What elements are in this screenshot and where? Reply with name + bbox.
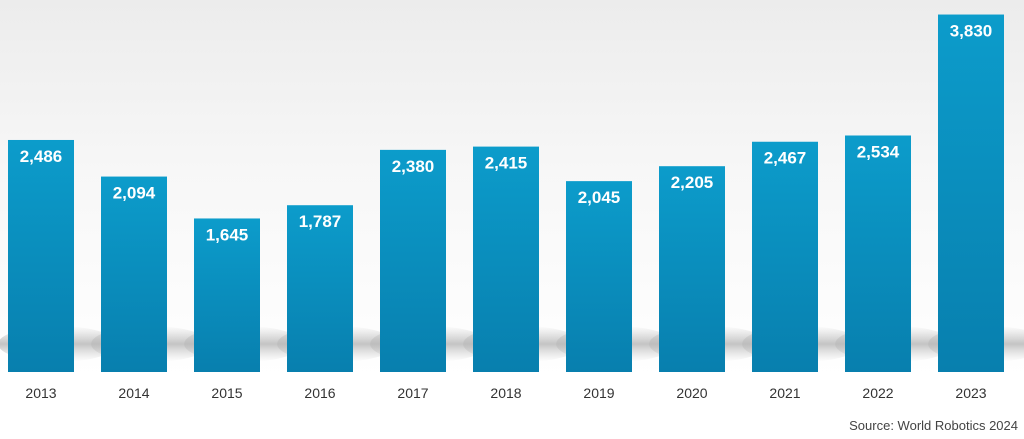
x-tick-label-2021: 2021 bbox=[769, 385, 800, 401]
x-tick-label-2016: 2016 bbox=[304, 385, 335, 401]
value-label-2017: 2,380 bbox=[392, 157, 435, 176]
value-label-2015: 1,645 bbox=[206, 225, 249, 244]
bar-2022 bbox=[845, 135, 911, 372]
source-note: Source: World Robotics 2024 bbox=[849, 418, 1018, 433]
value-labels-layer: 2,486 2,094 1,645 1,787 2,380 2,415 2,045 2,205… bbox=[20, 22, 993, 245]
x-tick-label-2014: 2014 bbox=[118, 385, 149, 401]
bar-2017 bbox=[380, 149, 446, 372]
value-label-2018: 2,415 bbox=[485, 154, 528, 173]
value-label-2014: 2,094 bbox=[113, 184, 156, 203]
value-label-2016: 1,787 bbox=[299, 212, 342, 231]
x-tick-label-2017: 2017 bbox=[397, 385, 428, 401]
bar-2015 bbox=[194, 218, 260, 372]
value-label-2020: 2,205 bbox=[671, 173, 714, 192]
x-tick-label-2013: 2013 bbox=[25, 385, 56, 401]
bar-2020 bbox=[659, 166, 725, 372]
bar-2021 bbox=[752, 141, 818, 372]
value-label-2021: 2,467 bbox=[764, 149, 807, 168]
bars-layer bbox=[8, 14, 1004, 373]
x-tick-label-2023: 2023 bbox=[955, 385, 986, 401]
bar-2016 bbox=[287, 205, 353, 372]
x-axis-ticks: 2013 2014 2015 2016 2017 2018 2019 2020 2021 2022… bbox=[25, 385, 986, 401]
value-label-2022: 2,534 bbox=[857, 142, 900, 161]
bar-2023 bbox=[938, 14, 1004, 373]
x-tick-label-2022: 2022 bbox=[862, 385, 893, 401]
bar-2018 bbox=[473, 146, 539, 372]
x-tick-label-2018: 2018 bbox=[490, 385, 521, 401]
value-label-2013: 2,486 bbox=[20, 147, 63, 166]
bar-2013 bbox=[8, 139, 74, 372]
bar-2019 bbox=[566, 181, 632, 372]
x-tick-label-2015: 2015 bbox=[211, 385, 242, 401]
bar-2014 bbox=[101, 176, 167, 372]
x-tick-label-2019: 2019 bbox=[583, 385, 614, 401]
x-tick-label-2020: 2020 bbox=[676, 385, 707, 401]
value-label-2023: 3,830 bbox=[950, 22, 993, 41]
value-label-2019: 2,045 bbox=[578, 188, 621, 207]
